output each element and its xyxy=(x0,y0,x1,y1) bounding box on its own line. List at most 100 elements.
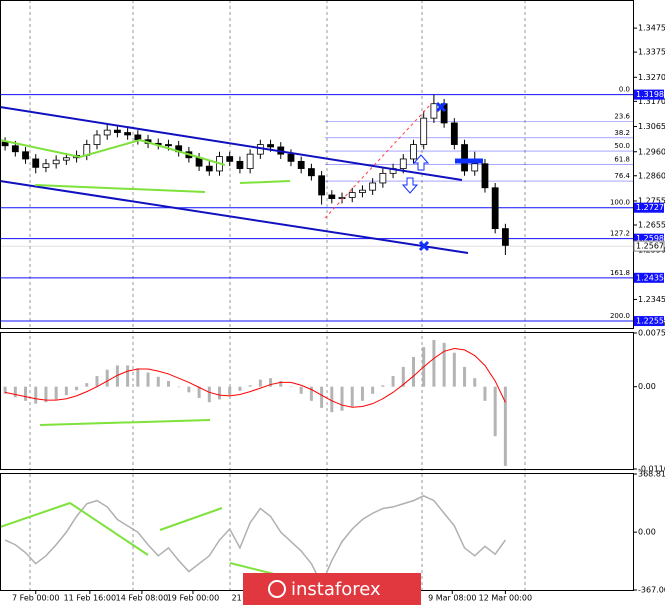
y-tick-label: 368.8171 xyxy=(638,470,665,479)
y-tick-label: 1.3170 xyxy=(638,97,665,106)
price-box xyxy=(634,272,664,283)
fib-label: 23.6 xyxy=(614,112,630,120)
y-tick-label: 1.2860 xyxy=(638,171,665,180)
candle-body xyxy=(481,163,489,189)
candle-body xyxy=(267,144,274,148)
macd-bar xyxy=(493,386,497,437)
candle-body xyxy=(491,187,499,229)
y-tick-label: 1.2755 xyxy=(638,196,665,205)
candle-body xyxy=(359,189,366,193)
fib-label: 100.0 xyxy=(610,199,630,207)
dashed-trend xyxy=(324,102,433,219)
candle-body xyxy=(32,158,40,168)
price-box xyxy=(633,240,665,252)
plot-layer: 1.3475 1.3375 1.3270 1.3170 1.3065 1.2960 1.28… xyxy=(0,24,665,603)
green-line xyxy=(69,502,149,556)
macd-bar xyxy=(177,386,181,388)
watermark: instaforex xyxy=(243,573,421,605)
candle-body xyxy=(226,156,234,162)
macd-bar xyxy=(299,386,303,394)
y-tick-label: 1.2345 xyxy=(638,295,665,304)
y-tick-label: 1.3475 xyxy=(638,24,665,33)
macd-bar xyxy=(309,386,313,401)
macd-bar xyxy=(442,342,446,387)
x-marker xyxy=(418,240,430,252)
macd-bar xyxy=(13,386,17,398)
macd-bar xyxy=(228,386,232,396)
macd-bar xyxy=(218,386,222,400)
y-tick-label: -367.0054 xyxy=(638,586,665,595)
green-line xyxy=(39,419,211,426)
arrow-up xyxy=(412,154,430,171)
macd-bar xyxy=(166,381,170,387)
candle-body xyxy=(22,151,29,160)
macd-bar xyxy=(146,372,150,387)
price-box xyxy=(634,89,664,100)
macd-bar xyxy=(269,378,273,387)
price-label: 1.2255 xyxy=(636,317,664,326)
macd-bar xyxy=(371,386,375,394)
watermark-box xyxy=(243,573,421,605)
price-label: 1.2727 xyxy=(636,203,664,212)
y-tick-label: 1.2960 xyxy=(638,147,665,156)
x-marker xyxy=(435,101,447,113)
price-label: 1.2435 xyxy=(636,273,664,282)
channel-line xyxy=(0,106,463,181)
macd-bar xyxy=(115,365,119,387)
macd-bar xyxy=(126,365,130,387)
candle-body xyxy=(348,192,356,198)
x-tick-label: 11 Feb 16:00 xyxy=(64,594,116,603)
y-tick-label: 1.3065 xyxy=(638,122,665,131)
candle-body xyxy=(11,145,19,153)
candle-body xyxy=(410,144,417,160)
candle-body xyxy=(471,163,479,172)
x-tick-label: 9 Mar 08:00 xyxy=(428,594,476,603)
macd-bar xyxy=(360,386,364,401)
candle-body xyxy=(338,196,346,199)
fib-label: 76.4 xyxy=(614,172,630,180)
candle-body xyxy=(501,228,509,246)
green-line xyxy=(0,138,226,166)
signal-line xyxy=(5,347,506,408)
candle-body xyxy=(114,129,121,133)
time-grid xyxy=(29,0,526,590)
macd-bar xyxy=(3,386,7,394)
watermark-icon xyxy=(268,580,286,598)
price-label: 1.3198 xyxy=(636,90,664,99)
channel-line xyxy=(0,180,469,254)
green-line xyxy=(159,507,223,531)
macd-bar xyxy=(411,356,415,387)
last-price-label: 1.2567 xyxy=(636,242,664,251)
macd-bar xyxy=(483,386,487,401)
macd-bar xyxy=(350,386,354,407)
macd-bar xyxy=(44,386,48,403)
candle-body xyxy=(165,144,172,147)
candle-body xyxy=(52,159,60,165)
macd-frame xyxy=(0,332,634,470)
candle-body xyxy=(236,160,244,169)
macd-bar xyxy=(197,386,201,398)
macd-bar xyxy=(452,352,456,387)
macd-bar xyxy=(391,376,395,387)
candle-body xyxy=(318,175,326,196)
x-tick-label: 7 Feb 00:00 xyxy=(12,594,59,603)
green-line xyxy=(0,502,71,528)
candle-body xyxy=(450,122,458,145)
macd-bar xyxy=(381,385,385,387)
green-line xyxy=(34,184,206,193)
macd-bar xyxy=(330,386,334,413)
macd-bar xyxy=(238,386,242,391)
fib-label: 200.0 xyxy=(610,312,630,320)
macd-bar xyxy=(258,379,262,387)
macd-bar xyxy=(473,378,477,387)
candle-body xyxy=(62,157,70,161)
fib-label: 38.2 xyxy=(614,129,630,137)
candle-body xyxy=(430,103,438,119)
macd-bar xyxy=(24,386,28,401)
x-tick-label: 19 Feb 00:00 xyxy=(167,594,219,603)
candle-body xyxy=(1,141,9,147)
macd-bar xyxy=(503,386,507,466)
green-line xyxy=(239,180,291,184)
